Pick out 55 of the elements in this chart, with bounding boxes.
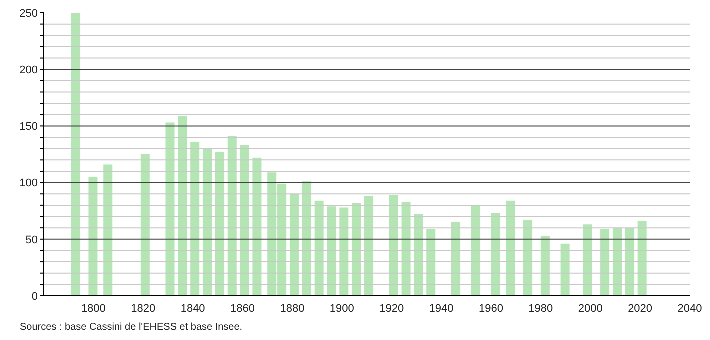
y-tick-label: 150 <box>20 121 38 134</box>
bar <box>600 229 610 296</box>
bar <box>402 202 411 296</box>
bar <box>190 142 200 296</box>
x-tick-label: 1900 <box>330 302 354 315</box>
x-tick-label: 1840 <box>180 302 206 315</box>
bar <box>491 213 500 296</box>
bar <box>88 177 98 296</box>
bar <box>327 206 336 296</box>
x-tick-label: 1860 <box>230 302 256 315</box>
bar <box>524 220 533 296</box>
bar <box>228 136 237 296</box>
y-tick-label: 50 <box>26 234 38 246</box>
y-tick-label: 100 <box>20 178 38 190</box>
y-tick-label: 250 <box>20 8 38 20</box>
bar <box>290 194 299 296</box>
x-tick-label: 2040 <box>678 302 702 315</box>
source-note: Sources : base Cassini de l'EHESS et base Insee. <box>20 322 244 333</box>
bar <box>340 208 349 296</box>
x-tick-label: 1980 <box>528 302 554 315</box>
bar <box>252 158 262 296</box>
bar <box>612 228 622 296</box>
bar <box>426 229 436 296</box>
bar <box>540 236 550 296</box>
bar <box>302 182 312 296</box>
bar <box>140 154 150 296</box>
bar <box>240 145 250 296</box>
bar <box>314 200 324 296</box>
x-tick-label: 1880 <box>280 302 305 315</box>
y-tick-label: 200 <box>20 64 38 77</box>
bar <box>104 164 113 296</box>
bar <box>178 116 188 296</box>
bar <box>583 224 592 296</box>
bar <box>638 221 647 296</box>
x-tick-label: 2000 <box>578 302 603 315</box>
bar <box>389 195 398 296</box>
x-tick-label: 2020 <box>628 302 653 315</box>
y-tick-label: 0 <box>32 290 38 303</box>
x-tick-label: 1920 <box>380 302 404 315</box>
bar <box>215 152 224 296</box>
bar <box>560 244 570 296</box>
x-tick-label: 1940 <box>429 302 454 315</box>
bar <box>71 13 80 296</box>
bar <box>352 203 362 296</box>
x-tick-label: 1800 <box>81 302 106 315</box>
bar <box>471 205 480 296</box>
bar <box>625 228 634 296</box>
bar <box>414 214 424 296</box>
bar <box>166 122 175 296</box>
bar <box>203 148 212 296</box>
x-tick-label: 1960 <box>478 302 504 315</box>
bar <box>506 200 516 296</box>
x-tick-label: 1820 <box>131 302 156 315</box>
bar <box>451 222 460 296</box>
bar <box>364 196 374 296</box>
